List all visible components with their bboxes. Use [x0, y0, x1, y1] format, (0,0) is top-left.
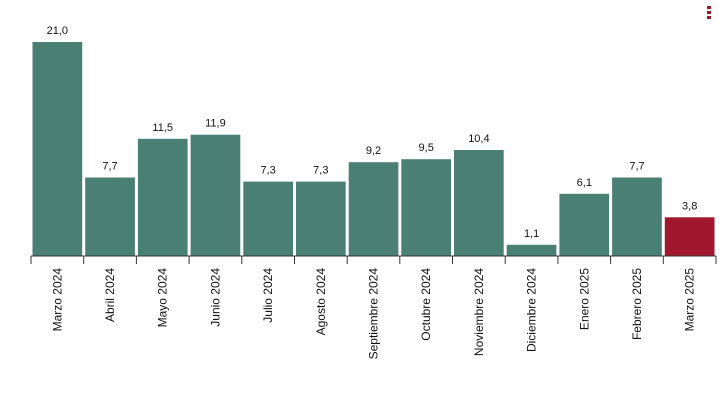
bar-13	[664, 217, 715, 256]
bar-5	[243, 181, 293, 256]
kebab-menu-icon[interactable]	[706, 6, 712, 22]
x-tick-label-8: Octubre 2024	[419, 268, 433, 341]
data-label-2: 7,7	[102, 161, 117, 173]
x-tick-label-10: Diciembre 2024	[525, 268, 539, 352]
data-label-9: 10,4	[468, 133, 489, 145]
bar-11	[559, 193, 610, 256]
x-tick-label-9: Noviembre 2024	[472, 268, 486, 356]
data-label-8: 9,5	[419, 142, 434, 154]
bar-6	[296, 181, 346, 256]
x-tick-label-3: Mayo 2024	[156, 268, 170, 328]
bar-4	[190, 134, 241, 256]
x-tick-label-13: Marzo 2025	[683, 268, 697, 332]
bar-7	[348, 162, 399, 256]
data-label-1: 21,0	[47, 25, 68, 37]
data-label-7: 9,2	[366, 145, 381, 157]
bar-8	[401, 159, 451, 256]
x-tick-label-12: Febrero 2025	[630, 268, 644, 340]
data-label-6: 7,3	[313, 165, 328, 177]
data-label-5: 7,3	[260, 165, 275, 177]
x-tick-label-5: Julio 2024	[261, 268, 275, 323]
bar-3	[137, 138, 188, 256]
data-label-11: 6,1	[577, 177, 592, 189]
bar-12	[612, 177, 662, 256]
data-label-3: 11,5	[152, 122, 173, 134]
data-label-13: 3,8	[682, 200, 697, 212]
x-tick-label-4: Junio 2024	[208, 268, 222, 327]
bar-1	[32, 42, 83, 256]
bar-2	[85, 177, 135, 256]
data-label-4: 11,9	[205, 118, 226, 130]
x-tick-label-1: Marzo 2024	[50, 268, 64, 332]
x-tick-label-2: Abril 2024	[103, 268, 117, 322]
x-tick-label-7: Septiembre 2024	[367, 268, 381, 360]
x-tick-label-11: Enero 2025	[577, 268, 591, 330]
data-label-12: 7,7	[629, 161, 644, 173]
bar-9	[454, 150, 504, 256]
x-tick-label-6: Agosto 2024	[314, 268, 328, 336]
data-label-10: 1,1	[524, 228, 539, 240]
bar-10	[506, 244, 557, 256]
